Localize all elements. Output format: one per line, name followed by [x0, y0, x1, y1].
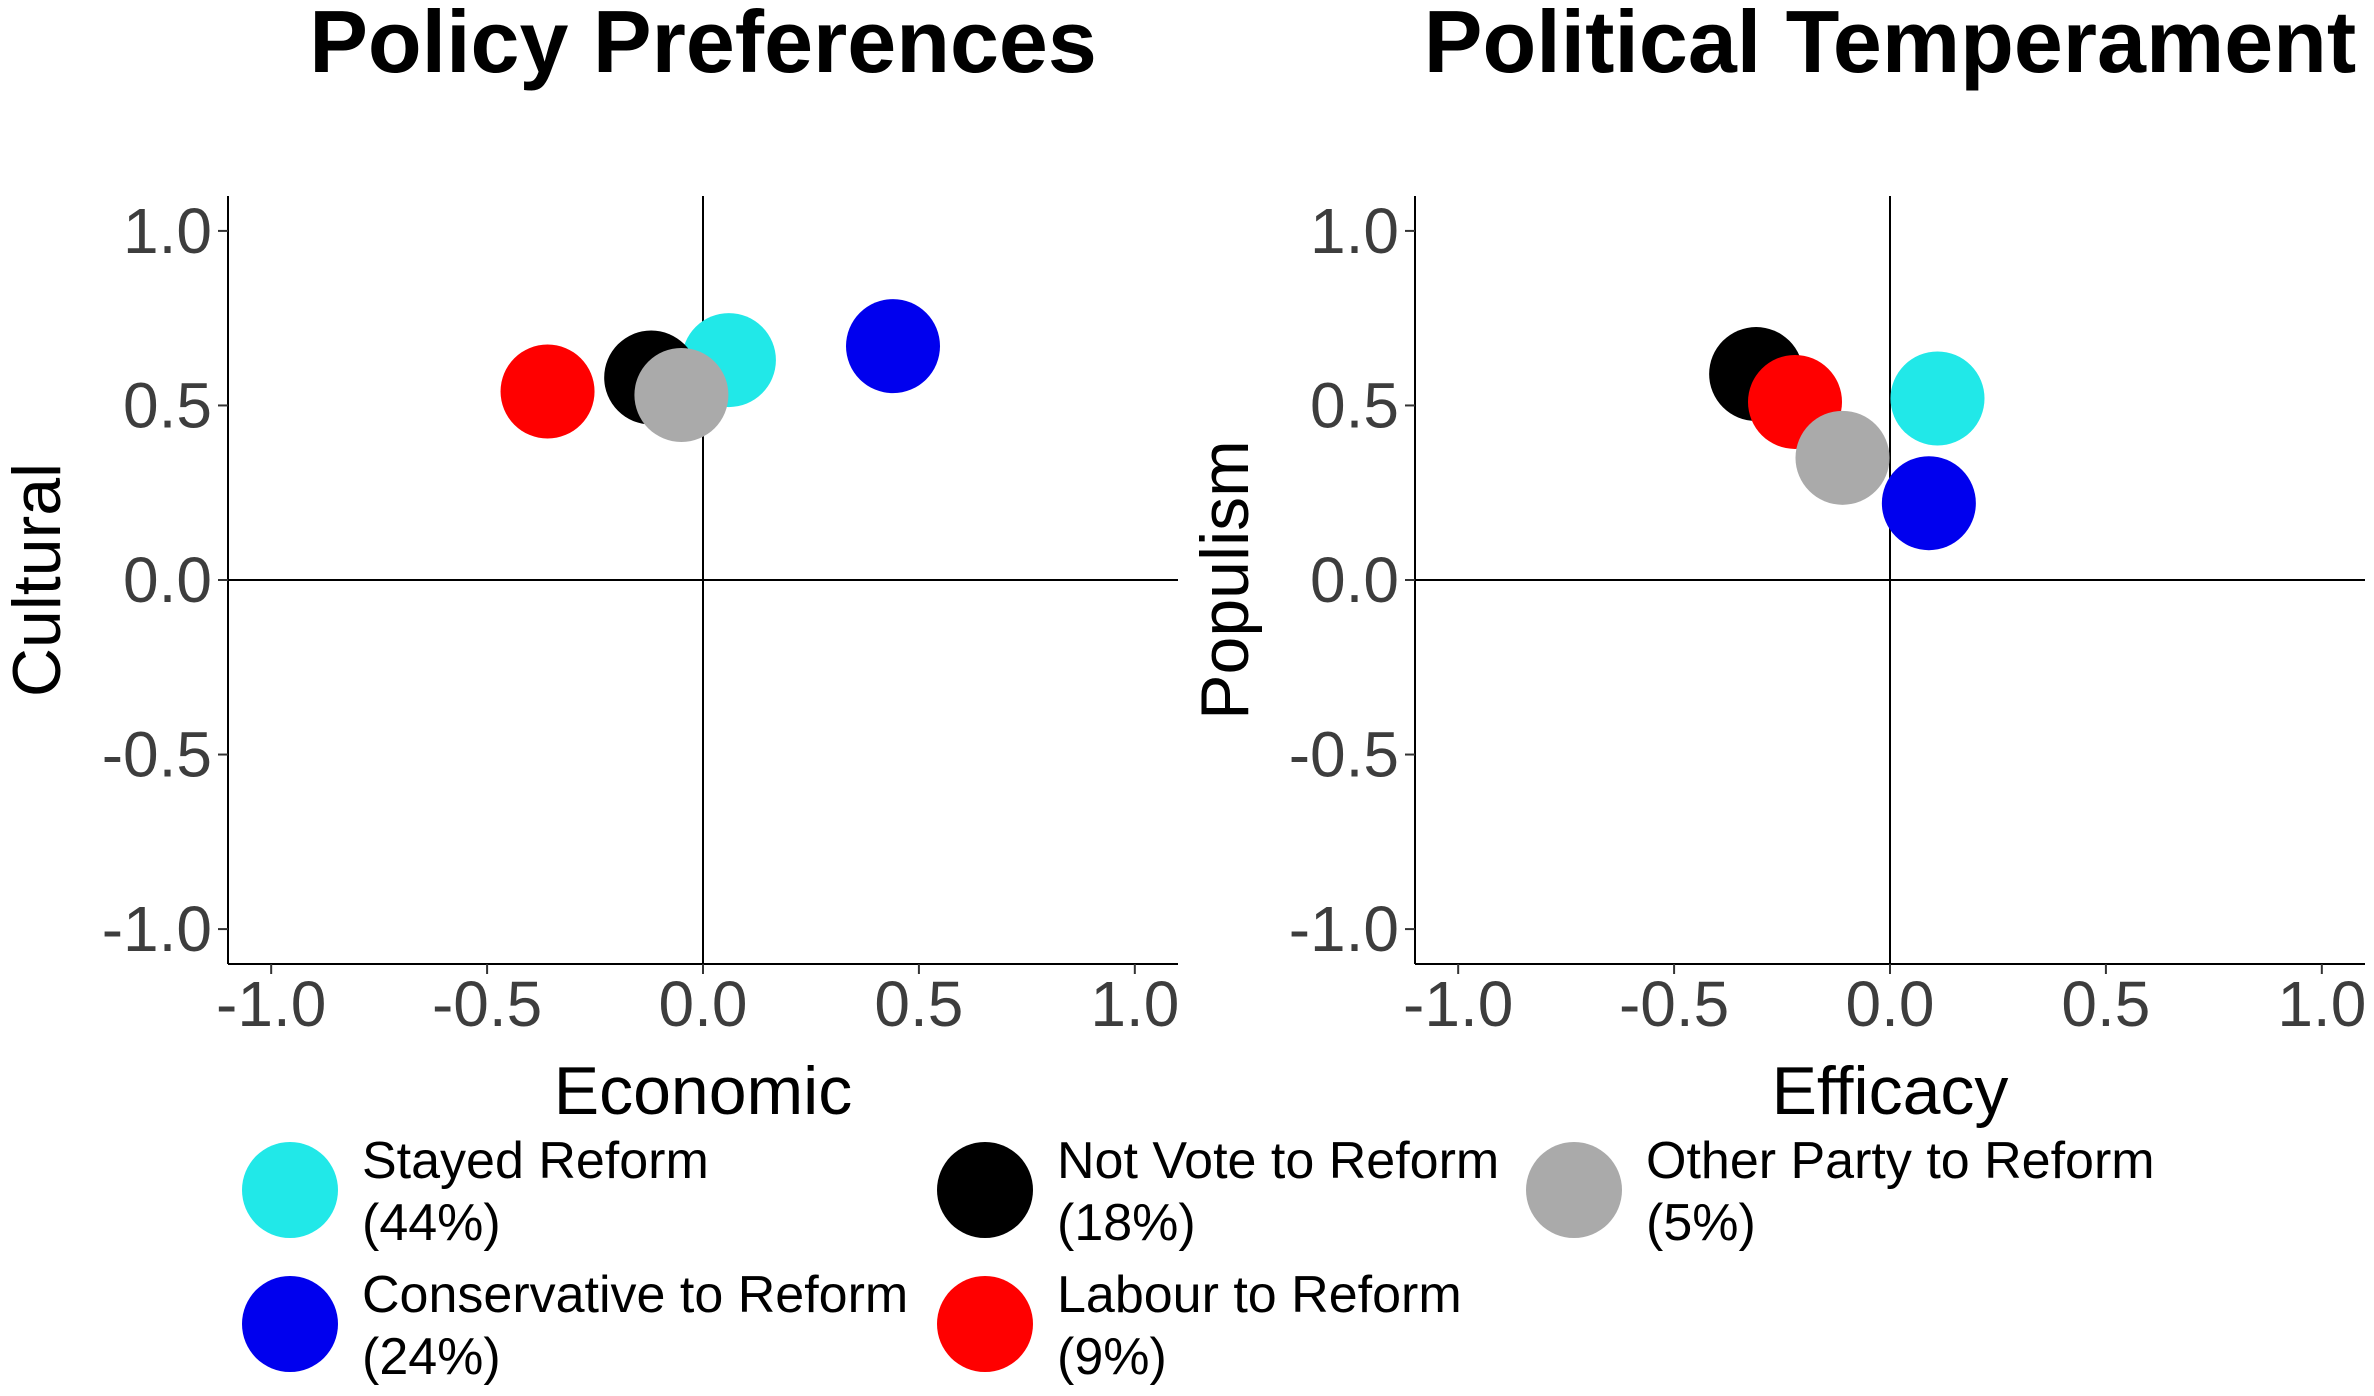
y-tick-label: 1.0: [1310, 195, 1399, 267]
point-conservative-to-reform: [1881, 456, 1976, 551]
x-tick-label: -1.0: [1403, 968, 1513, 1040]
x-tick-label: 1.0: [2277, 968, 2366, 1040]
y-tick-label: 0.0: [123, 544, 212, 616]
legend-label-conservative-to-reform: Conservative to Reform: [362, 1266, 908, 1324]
y-tick-label: 0.5: [1310, 369, 1399, 441]
x-tick-label: 0.5: [2061, 968, 2150, 1040]
x-tick-label: 0.0: [659, 968, 748, 1040]
legend-key-other-party-to-reform: [1526, 1142, 1622, 1238]
y-axis-label: Cultural: [0, 463, 75, 697]
y-tick-label: 1.0: [123, 195, 212, 267]
point-stayed-reform: [1890, 351, 1985, 446]
legend-label-labour-to-reform: Labour to Reform: [1057, 1266, 1462, 1324]
chart-title: Political Temperament: [1424, 0, 2356, 91]
point-other-party-to-reform: [1795, 410, 1890, 505]
y-tick-label: 0.5: [123, 369, 212, 441]
legend: Stayed Reform(44%) Not Vote to Reform(18%…: [242, 1132, 2155, 1386]
point-labour-to-reform: [500, 344, 595, 439]
y-axis-label: Populism: [1187, 440, 1263, 720]
legend-label-other-party-to-reform: Other Party to Reform: [1646, 1132, 2155, 1190]
y-tick-label: 0.0: [1310, 544, 1399, 616]
legend-label-stayed-reform: Stayed Reform: [362, 1132, 709, 1190]
legend-label-not-vote-to-reform: Not Vote to Reform: [1057, 1132, 1499, 1190]
legend-key-conservative-to-reform: [242, 1276, 338, 1372]
x-axis-label: Economic: [554, 1053, 853, 1129]
legend-pct-other-party-to-reform: (5%): [1646, 1194, 1756, 1252]
point-other-party-to-reform: [634, 347, 729, 442]
x-tick-label: 1.0: [1090, 968, 1179, 1040]
x-tick-label: -0.5: [1619, 968, 1729, 1040]
y-tick-label: -0.5: [102, 719, 212, 791]
point-conservative-to-reform: [846, 299, 940, 394]
legend-key-stayed-reform: [242, 1142, 338, 1238]
legend-key-labour-to-reform: [937, 1276, 1033, 1372]
y-tick-label: -1.0: [1289, 893, 1399, 965]
legend-key-not-vote-to-reform: [937, 1142, 1033, 1238]
y-tick-label: -1.0: [102, 893, 212, 965]
legend-pct-conservative-to-reform: (24%): [362, 1328, 501, 1386]
legend-pct-stayed-reform: (44%): [362, 1194, 501, 1252]
policy-preferences-panel: Policy Preferences -1.0 -0.5 0.0 0.5 1.0 -1.0 -…: [0, 0, 1179, 1129]
legend-pct-not-vote-to-reform: (18%): [1057, 1194, 1196, 1252]
x-tick-label: 0.5: [874, 968, 963, 1040]
x-tick-label: 0.0: [1846, 968, 1935, 1040]
x-tick-label: -0.5: [432, 968, 542, 1040]
chart-title: Policy Preferences: [309, 0, 1097, 91]
legend-pct-labour-to-reform: (9%): [1057, 1328, 1167, 1386]
x-tick-label: -1.0: [216, 968, 326, 1040]
political-temperament-panel: Political Temperament -1.0 -0.5 0.0 0.5 1.0 -1…: [1187, 0, 2366, 1129]
x-axis-label: Efficacy: [1772, 1053, 2009, 1129]
y-tick-label: -0.5: [1289, 719, 1399, 791]
